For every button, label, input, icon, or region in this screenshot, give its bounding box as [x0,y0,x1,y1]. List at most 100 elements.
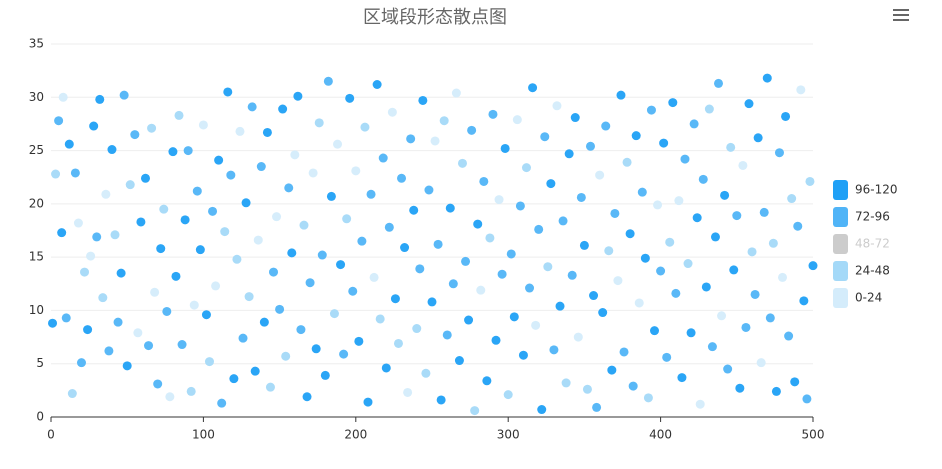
point [781,111,791,121]
point [372,79,382,89]
point [576,192,586,202]
point [253,235,263,245]
point [98,293,108,303]
point [147,123,157,133]
point [165,392,175,402]
point [238,333,248,343]
point [518,350,528,360]
legend-swatch[interactable] [833,234,848,254]
point [625,229,635,239]
point [130,130,140,140]
point [101,189,111,199]
point [476,285,486,295]
point [457,158,467,168]
legend-swatch[interactable] [833,261,848,281]
point [595,170,605,180]
point [381,363,391,373]
legend-label[interactable]: 72-96 [855,210,890,224]
x-tick-label: 100 [192,428,215,442]
point [433,239,443,249]
x-tick-label: 500 [802,428,825,442]
point [136,217,146,227]
y-tick-label: 25 [29,143,44,157]
point [195,245,205,255]
point [287,248,297,258]
point [656,266,666,276]
point [564,149,574,159]
point [509,312,519,322]
point [808,261,818,271]
point [92,232,102,242]
point [793,221,803,231]
point [741,322,751,332]
point [198,120,208,130]
point [500,143,510,153]
point [54,116,64,126]
point [208,206,218,216]
point [412,324,422,334]
point [256,162,266,172]
point [67,389,77,399]
y-tick-label: 10 [29,303,44,317]
point [275,304,285,314]
point [454,356,464,366]
point [265,382,275,392]
point [546,179,556,189]
point [201,310,211,320]
point [177,340,187,350]
point [634,298,644,308]
point [403,387,413,397]
point [204,357,214,367]
point [579,240,589,250]
point [140,173,150,183]
point [122,361,132,371]
point [223,87,233,97]
point [439,116,449,126]
y-tick-label: 35 [29,37,44,51]
legend-swatch[interactable] [833,288,848,308]
point [555,301,565,311]
point [592,402,602,412]
point [80,267,90,277]
legend-label[interactable]: 48-72 [855,237,890,251]
point [622,157,632,167]
point [537,405,547,415]
point [311,344,321,354]
x-tick-label: 400 [649,428,672,442]
point [317,250,327,260]
point [119,90,129,100]
legend-swatch[interactable] [833,207,848,227]
point [113,317,123,327]
point [637,187,647,197]
legend-label[interactable]: 96-120 [855,183,898,197]
legend-swatch[interactable] [833,180,848,200]
point [189,300,199,310]
point [619,347,629,357]
point [561,378,571,388]
point [393,338,403,348]
point [293,91,303,101]
point [778,272,788,282]
point [229,374,239,384]
point [640,253,650,263]
point [521,163,531,173]
point [525,283,535,293]
point [415,264,425,274]
point [582,384,592,394]
point [732,211,742,221]
point [320,370,330,380]
point [491,335,501,345]
point [543,262,553,272]
point [354,336,364,346]
point [421,368,431,378]
point [747,247,757,257]
point [360,122,370,132]
point [552,101,562,111]
menu-icon[interactable] [893,9,909,21]
point [342,214,352,224]
legend-label[interactable]: 24-48 [855,264,890,278]
point [171,271,181,281]
legend-label[interactable]: 0-24 [855,291,882,305]
point [692,213,702,223]
